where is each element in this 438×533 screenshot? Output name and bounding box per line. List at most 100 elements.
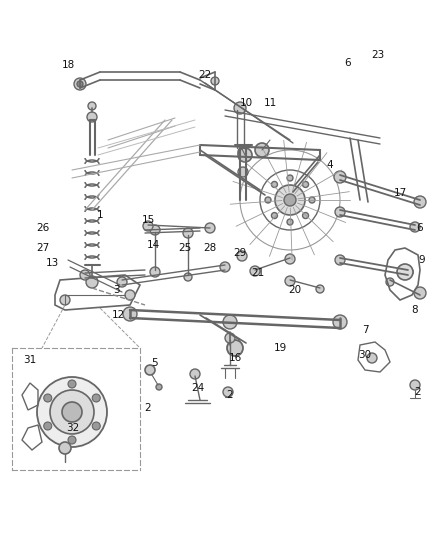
Text: 21: 21	[251, 268, 265, 278]
Text: 16: 16	[228, 353, 242, 363]
Text: 4: 4	[327, 160, 333, 170]
Text: 20: 20	[289, 285, 301, 295]
Text: 2: 2	[415, 387, 421, 397]
Text: 10: 10	[240, 98, 253, 108]
Circle shape	[92, 422, 100, 430]
Circle shape	[68, 380, 76, 388]
Circle shape	[143, 221, 153, 231]
Text: 18: 18	[61, 60, 74, 70]
Text: 6: 6	[417, 223, 423, 233]
Circle shape	[74, 78, 86, 90]
Text: 24: 24	[191, 383, 205, 393]
Circle shape	[125, 290, 135, 300]
Text: 23: 23	[371, 50, 385, 60]
Circle shape	[211, 77, 219, 85]
Circle shape	[410, 380, 420, 390]
Circle shape	[86, 276, 98, 288]
Text: 27: 27	[36, 243, 49, 253]
Circle shape	[59, 442, 71, 454]
Text: 26: 26	[36, 223, 49, 233]
Circle shape	[397, 264, 413, 280]
Circle shape	[250, 266, 260, 276]
Circle shape	[123, 307, 137, 321]
Circle shape	[68, 436, 76, 444]
Circle shape	[335, 207, 345, 217]
Text: 2: 2	[227, 390, 233, 400]
Text: 15: 15	[141, 215, 155, 225]
Circle shape	[285, 276, 295, 286]
Circle shape	[87, 112, 97, 122]
Text: 31: 31	[23, 355, 37, 365]
Circle shape	[272, 213, 277, 219]
Circle shape	[287, 175, 293, 181]
Circle shape	[284, 194, 296, 206]
Circle shape	[334, 171, 346, 183]
Circle shape	[234, 102, 246, 114]
Text: 32: 32	[67, 423, 80, 433]
Circle shape	[255, 143, 269, 157]
Circle shape	[272, 181, 277, 188]
Circle shape	[80, 270, 90, 280]
Circle shape	[37, 377, 107, 447]
Circle shape	[88, 102, 96, 110]
Circle shape	[92, 394, 100, 402]
Circle shape	[403, 267, 413, 277]
Circle shape	[50, 390, 94, 434]
Circle shape	[367, 353, 377, 363]
Text: 3: 3	[113, 285, 119, 295]
Circle shape	[60, 295, 70, 305]
Text: 28: 28	[203, 243, 217, 253]
Text: 13: 13	[46, 258, 59, 268]
Circle shape	[220, 262, 230, 272]
Circle shape	[145, 365, 155, 375]
Circle shape	[303, 213, 308, 219]
Circle shape	[183, 228, 193, 238]
Text: 11: 11	[263, 98, 277, 108]
Text: 7: 7	[362, 325, 368, 335]
Text: 30: 30	[358, 350, 371, 360]
Circle shape	[227, 340, 243, 356]
Circle shape	[303, 181, 308, 188]
Circle shape	[238, 167, 248, 177]
Text: 25: 25	[178, 243, 192, 253]
Circle shape	[150, 225, 160, 235]
Circle shape	[309, 197, 315, 203]
Circle shape	[117, 277, 127, 287]
Text: 9: 9	[419, 255, 425, 265]
Circle shape	[285, 254, 295, 264]
Text: 22: 22	[198, 70, 212, 80]
Text: 19: 19	[273, 343, 286, 353]
Circle shape	[335, 255, 345, 265]
Circle shape	[414, 287, 426, 299]
Circle shape	[205, 223, 215, 233]
Circle shape	[150, 267, 160, 277]
Circle shape	[77, 81, 83, 87]
Text: 5: 5	[152, 358, 158, 368]
Circle shape	[44, 422, 52, 430]
Text: 14: 14	[146, 240, 159, 250]
Circle shape	[238, 148, 252, 162]
Circle shape	[316, 285, 324, 293]
Circle shape	[223, 387, 233, 397]
Circle shape	[414, 196, 426, 208]
Circle shape	[333, 315, 347, 329]
Circle shape	[275, 185, 305, 215]
Circle shape	[237, 251, 247, 261]
Circle shape	[44, 394, 52, 402]
Circle shape	[410, 222, 420, 232]
Text: 1: 1	[97, 210, 103, 220]
Text: 29: 29	[233, 248, 247, 258]
Circle shape	[62, 402, 82, 422]
Circle shape	[238, 147, 248, 157]
Circle shape	[225, 333, 235, 343]
Circle shape	[265, 197, 271, 203]
Circle shape	[184, 273, 192, 281]
Circle shape	[223, 315, 237, 329]
Text: 6: 6	[345, 58, 351, 68]
Circle shape	[287, 219, 293, 225]
Circle shape	[190, 369, 200, 379]
Text: 2: 2	[145, 403, 151, 413]
Text: 8: 8	[412, 305, 418, 315]
Circle shape	[156, 384, 162, 390]
Text: 17: 17	[393, 188, 406, 198]
